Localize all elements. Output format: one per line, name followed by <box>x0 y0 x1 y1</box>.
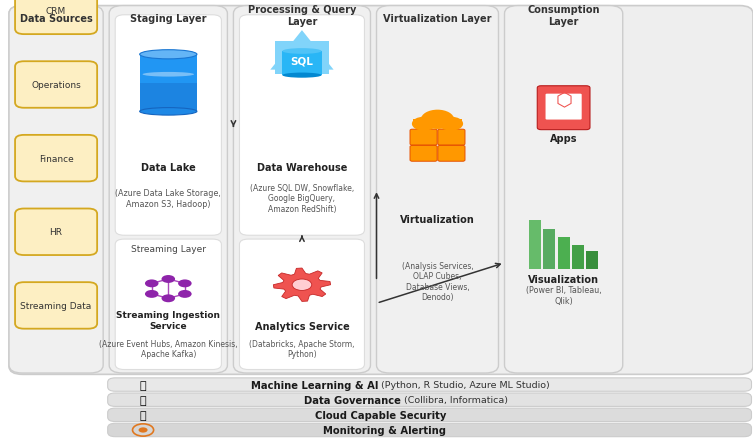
Text: (Power BI, Tableau,
Qlik): (Power BI, Tableau, Qlik) <box>526 286 602 305</box>
FancyBboxPatch shape <box>239 16 364 236</box>
Text: Staging Layer: Staging Layer <box>130 14 206 24</box>
Text: Apps: Apps <box>550 134 578 144</box>
FancyBboxPatch shape <box>410 130 437 146</box>
Polygon shape <box>273 268 331 302</box>
Text: Data Lake: Data Lake <box>141 163 196 173</box>
FancyBboxPatch shape <box>437 146 465 162</box>
Circle shape <box>139 427 148 433</box>
FancyBboxPatch shape <box>505 7 623 373</box>
Ellipse shape <box>142 73 194 78</box>
Circle shape <box>178 290 191 298</box>
Circle shape <box>145 280 158 288</box>
Text: Consumption
Layer: Consumption Layer <box>527 5 600 27</box>
FancyBboxPatch shape <box>437 130 465 146</box>
Ellipse shape <box>139 50 197 60</box>
Bar <box>572 245 584 269</box>
Bar <box>139 55 197 112</box>
FancyBboxPatch shape <box>115 16 221 236</box>
Text: (Databricks, Apache Storm,
Python): (Databricks, Apache Storm, Python) <box>249 339 355 359</box>
FancyBboxPatch shape <box>376 7 498 373</box>
Polygon shape <box>270 31 334 71</box>
FancyBboxPatch shape <box>108 423 751 437</box>
Text: (Python, R Studio, Azure ML Studio): (Python, R Studio, Azure ML Studio) <box>378 380 550 389</box>
Text: CRM: CRM <box>46 7 66 16</box>
FancyBboxPatch shape <box>108 378 751 392</box>
Text: Finance: Finance <box>38 154 74 163</box>
Text: Streaming Data: Streaming Data <box>20 301 92 310</box>
Bar <box>139 84 197 112</box>
FancyBboxPatch shape <box>545 95 581 120</box>
Text: HR: HR <box>50 228 62 237</box>
Text: Virtualization: Virtualization <box>400 214 475 224</box>
FancyBboxPatch shape <box>15 62 97 109</box>
FancyBboxPatch shape <box>15 0 97 35</box>
Text: Virtualization Layer: Virtualization Layer <box>383 14 492 24</box>
Text: Analytics Service: Analytics Service <box>255 322 349 332</box>
FancyBboxPatch shape <box>233 7 370 373</box>
FancyBboxPatch shape <box>15 283 97 329</box>
FancyBboxPatch shape <box>115 240 221 370</box>
Bar <box>275 42 329 75</box>
FancyBboxPatch shape <box>9 7 753 374</box>
Text: Operations: Operations <box>31 81 81 90</box>
Circle shape <box>161 295 175 303</box>
Circle shape <box>161 276 175 283</box>
FancyBboxPatch shape <box>410 146 437 162</box>
Bar <box>557 237 569 269</box>
Circle shape <box>439 117 463 131</box>
Text: ⬡: ⬡ <box>555 90 572 109</box>
Text: 🧪: 🧪 <box>139 380 145 390</box>
Circle shape <box>178 280 191 288</box>
Circle shape <box>145 290 158 298</box>
Text: Monitoring & Alerting: Monitoring & Alerting <box>323 425 446 435</box>
Ellipse shape <box>139 108 197 116</box>
Text: Streaming Ingestion
Service: Streaming Ingestion Service <box>116 311 221 330</box>
Text: Cloud Capable Security: Cloud Capable Security <box>315 410 446 420</box>
Text: Machine Learning & AI: Machine Learning & AI <box>251 380 378 390</box>
Text: Streaming Layer: Streaming Layer <box>131 245 206 254</box>
Bar <box>413 120 462 127</box>
Text: 🔒: 🔒 <box>139 410 145 420</box>
Text: (Azure SQL DW, Snowflake,
Google BigQuery,
Amazon RedShift): (Azure SQL DW, Snowflake, Google BigQuer… <box>250 184 354 213</box>
Text: Visualization: Visualization <box>528 274 599 284</box>
Circle shape <box>412 117 436 131</box>
FancyBboxPatch shape <box>109 7 227 373</box>
Ellipse shape <box>282 49 322 55</box>
Text: Data Governance: Data Governance <box>304 395 401 405</box>
Text: (Azure Event Hubs, Amazon Kinesis,
Apache Kafka): (Azure Event Hubs, Amazon Kinesis, Apach… <box>99 339 238 359</box>
Text: (Azure Data Lake Storage,
Amazon S3, Hadoop): (Azure Data Lake Storage, Amazon S3, Had… <box>115 189 221 208</box>
FancyBboxPatch shape <box>239 240 364 370</box>
Ellipse shape <box>282 74 322 78</box>
FancyBboxPatch shape <box>537 87 590 131</box>
Bar <box>529 221 541 269</box>
FancyBboxPatch shape <box>15 209 97 255</box>
Bar <box>543 230 555 269</box>
Text: (Collibra, Informatica): (Collibra, Informatica) <box>401 395 508 404</box>
Bar <box>282 52 322 76</box>
FancyBboxPatch shape <box>108 393 751 406</box>
Circle shape <box>421 110 454 130</box>
Text: SQL: SQL <box>291 57 313 67</box>
Text: Data Warehouse: Data Warehouse <box>257 163 347 173</box>
Circle shape <box>292 279 312 291</box>
Text: Data Sources: Data Sources <box>20 14 93 24</box>
FancyBboxPatch shape <box>15 136 97 182</box>
FancyBboxPatch shape <box>108 408 751 421</box>
Text: 🔑: 🔑 <box>139 395 145 405</box>
Text: Processing & Query
Layer: Processing & Query Layer <box>248 5 356 27</box>
Text: (Analysis Services,
OLAP Cubes,
Database Views,
Denodo): (Analysis Services, OLAP Cubes, Database… <box>401 261 474 302</box>
Bar <box>586 251 598 269</box>
FancyBboxPatch shape <box>9 7 103 373</box>
